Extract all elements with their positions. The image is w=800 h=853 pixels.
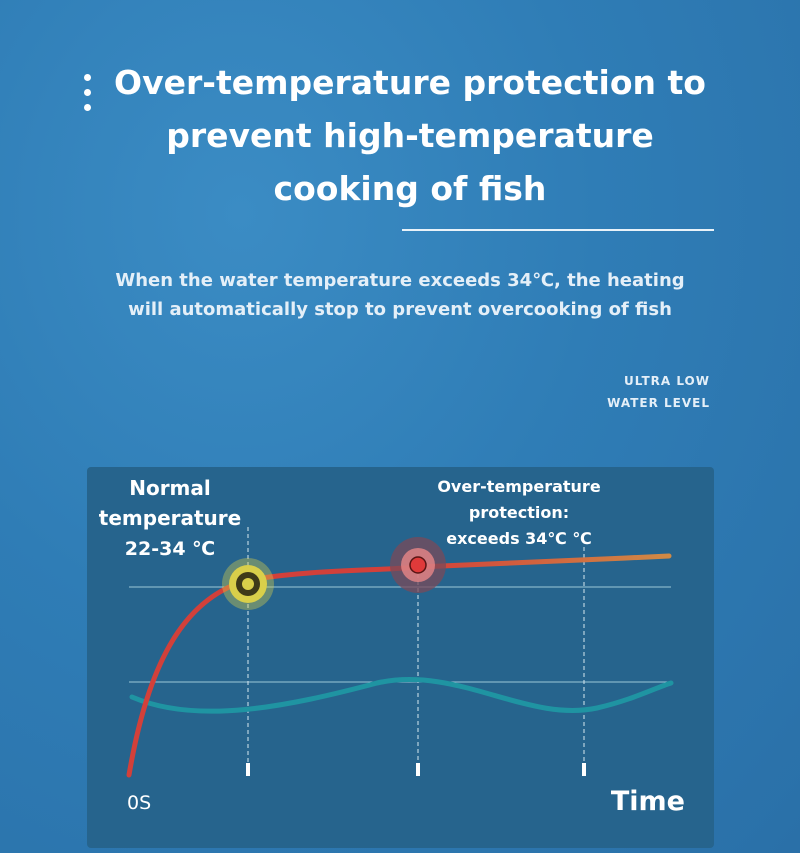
normal-label-line-3: 22-34 ℃ (125, 538, 215, 560)
tick-mark-1 (246, 763, 250, 776)
water-level-wave (129, 677, 674, 714)
headline-line-3: cooking of fish (273, 169, 547, 208)
subtitle-line-1: When the water temperature exceeds 34℃, … (115, 270, 685, 291)
normal-temperature-marker (222, 558, 274, 610)
temperature-curve (126, 564, 421, 778)
headline-line-1: Over-temperature protection to (114, 63, 706, 102)
over-label-line-2: protection: (469, 503, 569, 522)
temperature-diagram: Normal temperature 22-34 ℃ Over-temperat… (99, 476, 685, 817)
headline-divider (402, 229, 714, 231)
water-level-tag: ULTRA LOW WATER LEVEL (510, 370, 710, 414)
page-headline: Over-temperature protection to prevent h… (60, 56, 760, 215)
over-label-line-1: Over-temperature (437, 477, 601, 496)
over-label-line-3: exceeds 34℃ ℃ (446, 529, 592, 548)
subtitle-line-2: will automatically stop to prevent overc… (128, 299, 672, 320)
over-temperature-marker (390, 537, 446, 593)
headline-line-2: prevent high-temperature (166, 116, 654, 155)
diagram-panel (87, 467, 714, 848)
tick-mark-3 (582, 763, 586, 776)
decorative-dots (84, 74, 94, 119)
tag-line-1: ULTRA LOW (624, 374, 710, 388)
origin-label: 0S (127, 792, 151, 814)
over-temperature-curve (415, 553, 672, 570)
time-axis-label: Time (611, 786, 685, 817)
normal-label-line-1: Normal (129, 476, 211, 500)
tag-line-2: WATER LEVEL (607, 396, 710, 410)
normal-label-line-2: temperature (99, 506, 241, 530)
subtitle: When the water temperature exceeds 34℃, … (60, 266, 740, 324)
tick-mark-2 (416, 763, 420, 776)
